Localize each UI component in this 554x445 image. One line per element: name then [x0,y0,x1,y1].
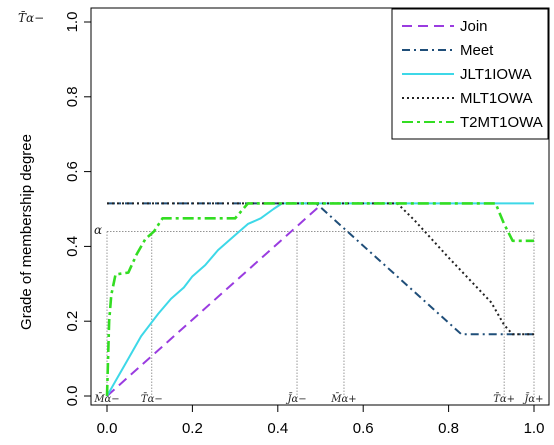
marker-label-5: J̄α+ [522,393,543,405]
y-tick-label-4: 0.8 [64,86,81,107]
y-tick-label-2: 0.4 [64,236,81,257]
marker-labels: M̄α− T̄α− J̄α− M̄α+ T̄α+ J̄α+ [93,393,543,405]
legend-label-t2mt1owa: T2MT1OWA [460,114,543,131]
y-axis-label: Grade of membership degree [18,134,35,330]
legend-label-jlt1iowa: JLT1IOWA [460,66,532,83]
y-tick-label-1: 0.2 [64,311,81,332]
alpha-level-lines [106,231,535,396]
x-tick-label-5: 1.0 [524,420,545,437]
series-line-jlt1iowa [106,202,534,397]
legend-label-meet: Meet [460,42,494,59]
y-tick-label-3: 0.6 [64,161,81,182]
series-line-t2mt1owa [105,202,534,397]
y-tick-label-5: 1.0 [64,12,81,33]
x-tick-label-3: 0.6 [353,420,374,437]
x-tick-label-2: 0.4 [267,420,288,437]
x-tick-label-4: 0.8 [438,420,459,437]
top-left-label: T̄α− [18,10,44,25]
marker-label-0: M̄α− [93,393,119,405]
marker-label-3: M̄α+ [330,393,356,405]
series-line-meet [107,202,534,336]
marker-label-4: T̄α+ [493,393,515,405]
marker-label-2: J̄α− [285,393,306,405]
series-line-mlt1owa [107,202,534,336]
marker-label-1: T̄α− [141,393,163,405]
y-tick-label-0: 0.0 [64,386,81,407]
series-line-join [106,204,322,397]
legend-label-join: Join [460,18,488,35]
x-axis: 0.0 0.2 0.4 0.6 0.8 1.0 [97,404,545,437]
x-tick-label-1: 0.2 [182,420,203,437]
alpha-label: α [94,223,102,237]
series-layer [105,202,534,397]
y-axis: 0.0 0.2 0.4 0.6 0.8 1.0 [64,12,92,407]
legend: Join Meet JLT1IOWA MLT1OWA T2MT1OWA [391,8,549,140]
x-tick-label-0: 0.0 [97,420,118,437]
legend-label-mlt1owa: MLT1OWA [460,90,533,107]
